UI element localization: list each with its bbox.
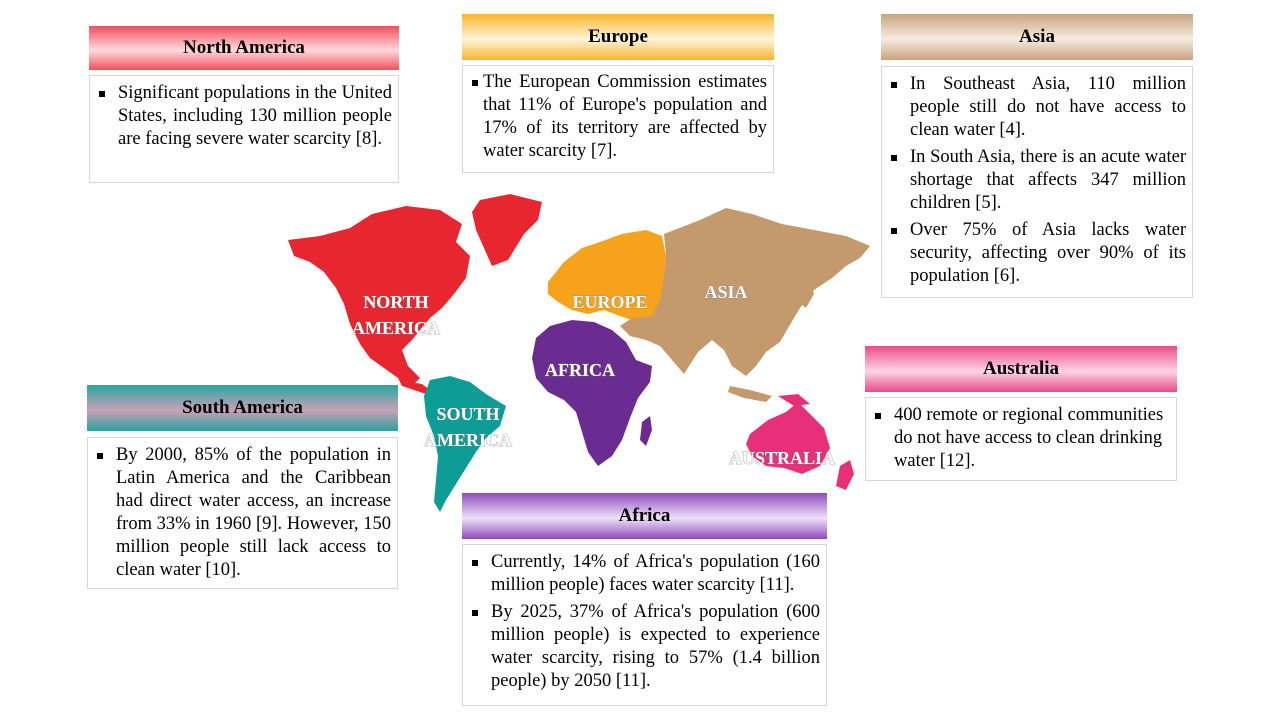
greenland-shape [472, 194, 542, 266]
map-label-south-america-1: SOUTH [436, 404, 499, 424]
list-item: By 2000, 85% of the population in Latin … [94, 444, 391, 582]
indonesia-shape [728, 386, 772, 402]
north-america-body: Significant populations in the United St… [89, 75, 399, 183]
papua-shape [778, 394, 810, 406]
asia-body: In Southeast Asia, 110 million people st… [881, 66, 1193, 298]
map-label-europe: EUROPE [572, 292, 647, 312]
list-item: Significant populations in the United St… [96, 82, 392, 151]
list-item: In Southeast Asia, 110 million people st… [888, 73, 1186, 142]
list-item: The European Commission estimates that 1… [469, 71, 767, 163]
north-america-shape [288, 206, 470, 386]
europe-body: The European Commission estimates that 1… [462, 65, 774, 173]
map-label-asia: ASIA [704, 282, 747, 302]
australia-title: Australia [865, 346, 1177, 392]
australia-panel: Australia 400 remote or regional communi… [865, 346, 1177, 481]
world-map: NORTH AMERICA EUROPE ASIA AFRICA SOUTH A… [288, 194, 870, 512]
madagascar-shape [640, 416, 652, 446]
asia-title: Asia [881, 14, 1193, 60]
map-label-south-america-2: AMERICA [424, 430, 512, 450]
north-america-panel: North America Significant populations in… [89, 26, 399, 183]
map-label-north-america-1: NORTH [363, 292, 428, 312]
europe-panel: Europe The European Commission estimates… [462, 14, 774, 173]
list-item: In South Asia, there is an acute water s… [888, 146, 1186, 215]
new-zealand-shape [836, 460, 854, 490]
europe-title: Europe [462, 14, 774, 60]
south-america-body: By 2000, 85% of the population in Latin … [87, 437, 398, 589]
list-item: Over 75% of Asia lacks water security, a… [888, 219, 1186, 288]
list-item: 400 remote or regional communities do no… [872, 404, 1170, 473]
japan-shape [798, 282, 814, 308]
list-item: By 2025, 37% of Africa's population (600… [469, 601, 820, 693]
map-label-africa: AFRICA [545, 360, 615, 380]
asia-shape [620, 208, 870, 376]
south-america-shape [424, 376, 506, 512]
europe-shape [548, 230, 666, 322]
north-america-title: North America [89, 26, 399, 70]
australia-body: 400 remote or regional communities do no… [865, 397, 1177, 481]
africa-title: Africa [462, 493, 827, 539]
south-america-panel: South America By 2000, 85% of the popula… [87, 385, 398, 589]
map-label-north-america-2: AMERICA [352, 318, 440, 338]
africa-panel: Africa Currently, 14% of Africa's popula… [462, 493, 827, 706]
africa-shape [532, 320, 652, 466]
south-america-title: South America [87, 385, 398, 431]
central-america-shape [398, 378, 430, 394]
list-item: Currently, 14% of Africa's population (1… [469, 551, 820, 597]
australia-shape [746, 402, 830, 474]
map-label-australia: AUSTRALIA [729, 448, 835, 468]
africa-body: Currently, 14% of Africa's population (1… [462, 544, 827, 706]
asia-panel: Asia In Southeast Asia, 110 million peop… [881, 14, 1193, 298]
